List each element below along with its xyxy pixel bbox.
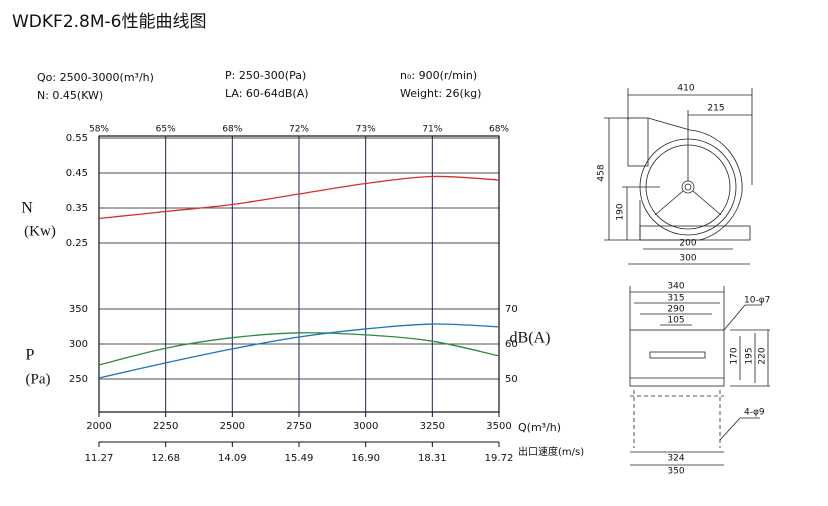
axis-unit: (Pa) — [26, 371, 51, 387]
speed-label: 19.72 — [485, 453, 514, 464]
dimension: 10-φ7 — [744, 296, 770, 306]
dimension: 200 — [679, 239, 696, 249]
efficiency-label: 68% — [489, 125, 509, 135]
x-tick-label: 3000 — [353, 421, 378, 432]
dimension: 410 — [677, 84, 694, 94]
x-tick-label: 3250 — [420, 421, 445, 432]
x-tick-label: 2750 — [286, 421, 311, 432]
dimension: 315 — [667, 294, 684, 304]
efficiency-label: 73% — [356, 125, 376, 135]
y-tick-label: 0.45 — [66, 168, 88, 179]
dimension: 458 — [597, 164, 607, 181]
spec: P: 250-300(Pa) — [225, 69, 306, 82]
y-tick-label: 70 — [505, 304, 518, 315]
dimension: 215 — [707, 104, 724, 114]
y-tick-label: 50 — [505, 374, 518, 385]
speed-label: 14.09 — [218, 453, 247, 464]
dimension: 324 — [667, 454, 684, 464]
y-tick-label: 300 — [69, 339, 88, 350]
side-view: 340 315 290 105 10-φ7 170 195 220 4-φ9 3… — [629, 282, 770, 477]
y-tick-label: 0.55 — [66, 133, 88, 144]
axis-label: N — [21, 200, 33, 217]
curve — [98, 323, 500, 379]
dimension: 220 — [758, 347, 768, 364]
efficiency-label: 68% — [222, 125, 242, 135]
curve — [98, 175, 500, 220]
dimension: 350 — [667, 467, 684, 477]
dimension: 340 — [667, 282, 684, 292]
speed-label: 16.90 — [351, 453, 380, 464]
front-view: 410 215 458 190 200 300 — [597, 84, 753, 265]
dimension: 105 — [667, 316, 684, 326]
axis-unit: (Kw) — [24, 223, 56, 239]
dimension: 290 — [667, 305, 684, 315]
spec: N: 0.45(KW) — [37, 89, 103, 102]
x-tick-label: 2500 — [220, 421, 245, 432]
axis-label: dB(A) — [510, 330, 551, 347]
speed-label: 12.68 — [151, 453, 180, 464]
speed-label: 18.31 — [418, 453, 447, 464]
speed-axis-label: 出口速度(m/s) — [518, 445, 584, 458]
x-tick-label: 2250 — [153, 421, 178, 432]
efficiency-label: 72% — [289, 125, 309, 135]
dimension: 195 — [745, 347, 755, 364]
spec: n₀: 900(r/min) — [400, 69, 477, 82]
speed-label: 11.27 — [85, 453, 114, 464]
x-axis-label: Q(m³/h) — [518, 421, 561, 434]
efficiency-label: 58% — [89, 125, 109, 135]
x-tick-label: 3500 — [486, 421, 511, 432]
y-tick-label: 250 — [69, 374, 88, 385]
dimension: 300 — [679, 254, 696, 264]
y-tick-label: 350 — [69, 304, 88, 315]
y-tick-label: 0.25 — [66, 238, 88, 249]
chart-title: WDKF2.8M-6性能曲线图 — [12, 12, 206, 32]
y-tick-label: 60 — [505, 339, 518, 350]
spec: Weight: 26(kg) — [400, 87, 481, 100]
efficiency-label: 65% — [156, 125, 176, 135]
spec: LA: 60-64dB(A) — [225, 87, 309, 100]
x-tick-label: 2000 — [86, 421, 111, 432]
spec: Qo: 2500-3000(m³/h) — [37, 71, 154, 84]
curve — [98, 332, 500, 366]
dimension: 4-φ9 — [744, 408, 765, 418]
efficiency-label: 71% — [422, 125, 442, 135]
y-tick-label: 0.35 — [66, 203, 88, 214]
axis-label: P — [26, 347, 35, 364]
dimension: 190 — [616, 203, 626, 220]
dimension: 170 — [730, 347, 740, 364]
speed-label: 15.49 — [285, 453, 314, 464]
